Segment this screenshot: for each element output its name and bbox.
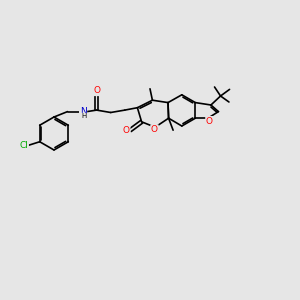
Text: Cl: Cl bbox=[20, 141, 28, 150]
Text: O: O bbox=[93, 86, 100, 95]
Text: O: O bbox=[206, 117, 213, 126]
Text: O: O bbox=[123, 126, 130, 135]
Text: O: O bbox=[151, 125, 158, 134]
Text: H: H bbox=[81, 113, 86, 119]
Text: N: N bbox=[80, 106, 86, 116]
